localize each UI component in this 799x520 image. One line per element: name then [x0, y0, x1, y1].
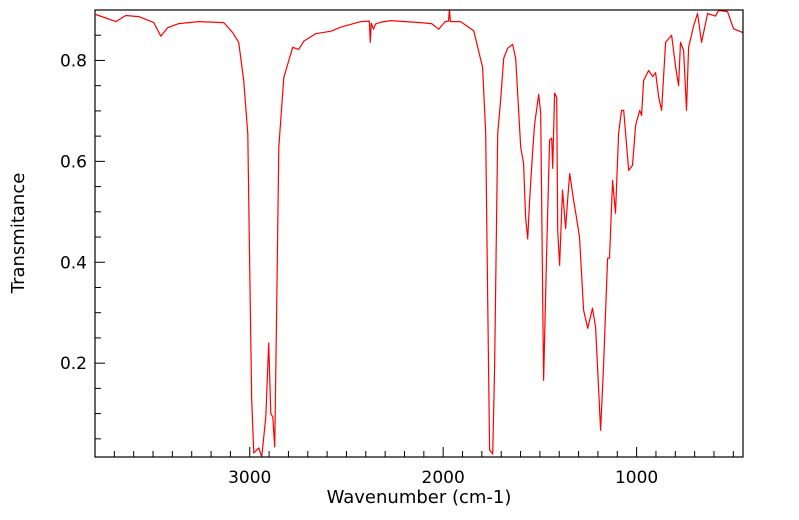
- y-axis-label: Transmitance: [8, 173, 29, 295]
- y-tick-label: 0.4: [60, 253, 87, 273]
- spectrum-line: [95, 10, 743, 457]
- x-tick-label: 3000: [228, 468, 271, 488]
- x-tick-label: 2000: [422, 468, 465, 488]
- series-group: [95, 10, 743, 457]
- x-tick-label: 1000: [615, 468, 658, 488]
- plot-frame: [94, 9, 744, 458]
- x-axis-label: Wavenumber (cm-1): [327, 487, 512, 508]
- y-tick-label: 0.2: [60, 354, 87, 374]
- y-tick-label: 0.8: [60, 51, 87, 71]
- axis-ticks: 3000 2000 1000 0.2 0.4 0.6 0.8: [60, 9, 734, 488]
- y-tick-label: 0.6: [60, 152, 87, 172]
